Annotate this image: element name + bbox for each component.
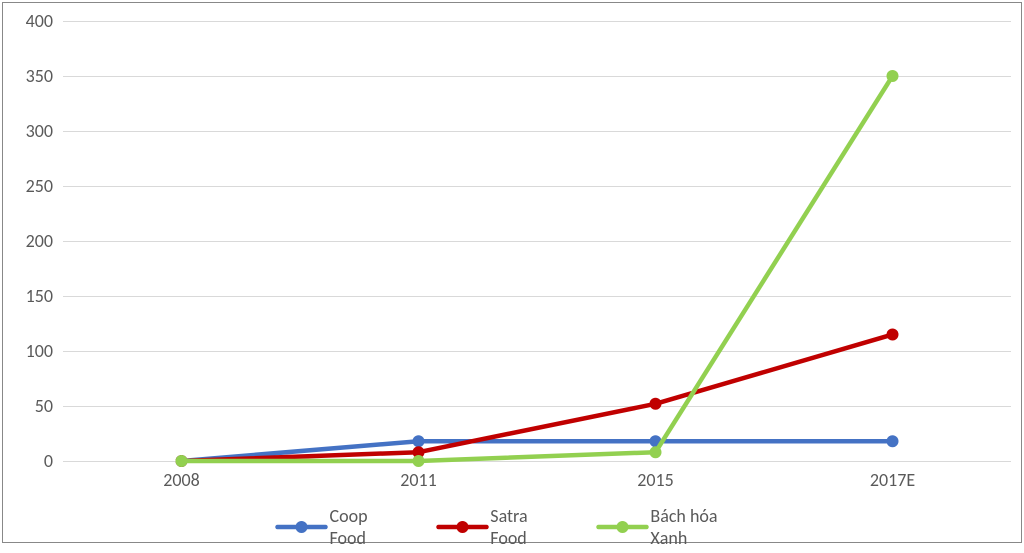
y-tick-label: 0 (44, 450, 53, 472)
y-tick-label: 300 (26, 120, 53, 142)
y-tick-label: 100 (26, 340, 53, 362)
series-marker (887, 435, 899, 447)
series-marker (650, 398, 662, 410)
y-tick-label: 50 (35, 395, 53, 417)
legend-item: Satra Food (438, 505, 558, 549)
legend-label: Satra Food (490, 505, 558, 549)
y-tick-label: 150 (26, 285, 53, 307)
y-tick-label: 250 (26, 175, 53, 197)
legend-label: Bách hóa Xanh (650, 505, 746, 549)
series-marker (887, 329, 899, 341)
series-line (182, 76, 893, 461)
chart-legend: Coop Food Satra Food Bách hóa Xanh (258, 501, 767, 553)
series-marker (887, 70, 899, 82)
legend-swatch (278, 518, 326, 536)
legend-item: Bách hóa Xanh (598, 505, 746, 549)
series-marker (176, 455, 188, 467)
series-marker (413, 455, 425, 467)
legend-swatch (438, 518, 486, 536)
legend-swatch (598, 518, 646, 536)
x-tick-label: 2017E (870, 469, 915, 491)
line-chart: 0 50 100 150 200 250 300 350 400 2008 2011 2015 2017… (2, 2, 1022, 543)
y-tick-label: 200 (26, 230, 53, 252)
plot-area: 0501001502002503003504002008201120152017… (63, 21, 1011, 461)
legend-label: Coop Food (330, 505, 399, 549)
chart-lines (63, 21, 1011, 461)
x-tick-label: 2008 (163, 469, 200, 491)
legend-item: Coop Food (278, 505, 399, 549)
y-tick-label: 400 (26, 10, 53, 32)
x-tick-label: 2015 (637, 469, 674, 491)
series-marker (413, 435, 425, 447)
y-tick-label: 350 (26, 65, 53, 87)
x-tick-label: 2011 (400, 469, 437, 491)
series-marker (650, 446, 662, 458)
